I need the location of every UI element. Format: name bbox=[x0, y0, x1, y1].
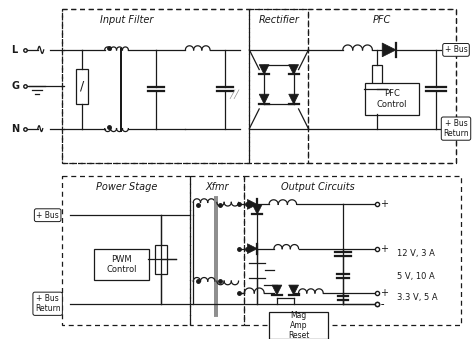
Text: PFC
Control: PFC Control bbox=[377, 89, 407, 109]
Text: Rectifier: Rectifier bbox=[258, 15, 299, 25]
Polygon shape bbox=[259, 65, 269, 75]
Polygon shape bbox=[269, 312, 328, 339]
Text: + Bus
Return: + Bus Return bbox=[443, 119, 469, 138]
Text: -: - bbox=[380, 299, 384, 309]
Text: Mag
Amp
Reset: Mag Amp Reset bbox=[288, 311, 309, 340]
Text: +: + bbox=[380, 288, 388, 298]
Text: PFC: PFC bbox=[373, 15, 392, 25]
Polygon shape bbox=[289, 65, 299, 75]
Text: ╱╱: ╱╱ bbox=[229, 89, 240, 99]
Polygon shape bbox=[289, 285, 299, 295]
Polygon shape bbox=[76, 68, 88, 104]
Text: 3.3 V, 5 A: 3.3 V, 5 A bbox=[397, 293, 438, 302]
Text: -: - bbox=[380, 299, 384, 309]
Text: +: + bbox=[380, 200, 388, 209]
Text: L: L bbox=[11, 45, 18, 55]
Text: +: + bbox=[380, 244, 388, 254]
Polygon shape bbox=[259, 94, 269, 104]
Text: 12 V, 3 A: 12 V, 3 A bbox=[397, 249, 435, 258]
Polygon shape bbox=[289, 94, 299, 104]
Text: Power Stage: Power Stage bbox=[96, 182, 157, 192]
Polygon shape bbox=[373, 65, 382, 114]
Text: PWM
Control: PWM Control bbox=[106, 255, 137, 274]
Text: G: G bbox=[11, 81, 19, 91]
Polygon shape bbox=[382, 43, 396, 57]
Text: Xfmr: Xfmr bbox=[205, 182, 228, 192]
Text: + Bus: + Bus bbox=[36, 211, 59, 220]
Text: + Bus: + Bus bbox=[445, 45, 467, 54]
Polygon shape bbox=[94, 249, 148, 280]
Polygon shape bbox=[252, 204, 262, 214]
Polygon shape bbox=[155, 245, 167, 274]
Text: + Bus
Return: + Bus Return bbox=[35, 294, 61, 313]
Text: N: N bbox=[11, 123, 19, 133]
Polygon shape bbox=[272, 285, 282, 295]
Polygon shape bbox=[247, 244, 257, 254]
Text: Output Circuits: Output Circuits bbox=[282, 182, 355, 192]
Text: /: / bbox=[80, 80, 84, 93]
Polygon shape bbox=[247, 200, 257, 209]
Polygon shape bbox=[365, 83, 419, 115]
Text: 5 V, 10 A: 5 V, 10 A bbox=[397, 272, 435, 281]
Text: Input Filter: Input Filter bbox=[100, 15, 153, 25]
